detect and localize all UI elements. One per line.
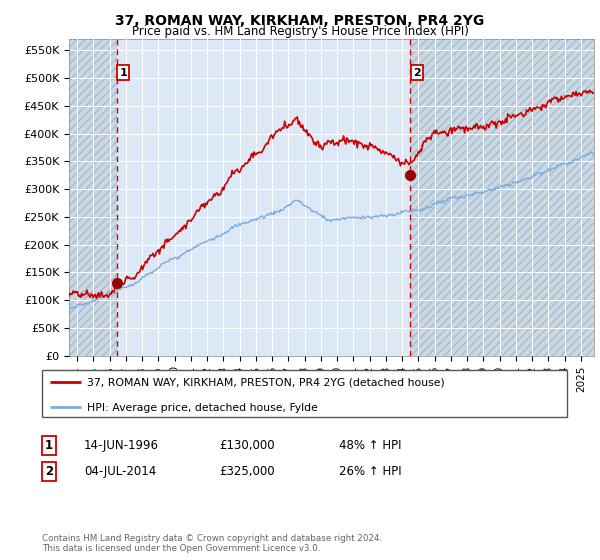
Text: 04-JUL-2014: 04-JUL-2014 <box>84 465 156 478</box>
Bar <box>69 39 117 356</box>
Text: 37, ROMAN WAY, KIRKHAM, PRESTON, PR4 2YG (detached house): 37, ROMAN WAY, KIRKHAM, PRESTON, PR4 2YG… <box>86 378 445 388</box>
Text: HPI: Average price, detached house, Fylde: HPI: Average price, detached house, Fyld… <box>86 403 317 413</box>
Text: 1: 1 <box>45 438 53 452</box>
Text: 48% ↑ HPI: 48% ↑ HPI <box>339 438 401 452</box>
Text: 14-JUN-1996: 14-JUN-1996 <box>84 438 159 452</box>
Text: 37, ROMAN WAY, KIRKHAM, PRESTON, PR4 2YG: 37, ROMAN WAY, KIRKHAM, PRESTON, PR4 2YG <box>115 14 485 28</box>
Text: 2: 2 <box>413 68 421 77</box>
Bar <box>410 39 594 356</box>
Text: Price paid vs. HM Land Registry's House Price Index (HPI): Price paid vs. HM Land Registry's House … <box>131 25 469 38</box>
Text: 2: 2 <box>45 465 53 478</box>
Text: 26% ↑ HPI: 26% ↑ HPI <box>339 465 401 478</box>
Text: £130,000: £130,000 <box>219 438 275 452</box>
Text: £325,000: £325,000 <box>219 465 275 478</box>
Text: Contains HM Land Registry data © Crown copyright and database right 2024.
This d: Contains HM Land Registry data © Crown c… <box>42 534 382 553</box>
Text: 1: 1 <box>119 68 127 77</box>
